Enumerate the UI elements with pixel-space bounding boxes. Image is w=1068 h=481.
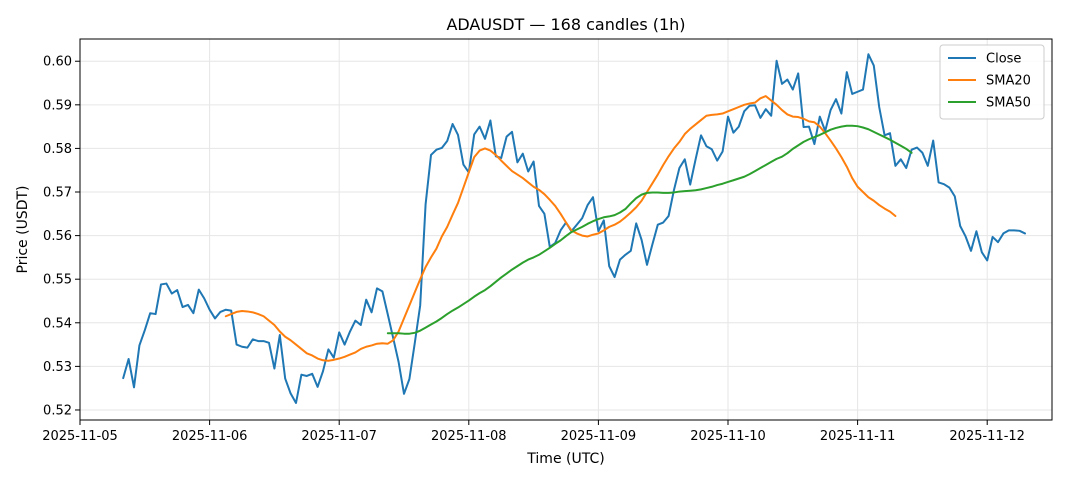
y-tick-label: 0.54 bbox=[43, 316, 72, 331]
plot-frame bbox=[79, 38, 1053, 421]
series-lines bbox=[122, 53, 1026, 404]
y-tick-label: 0.57 bbox=[43, 186, 72, 201]
legend: Close SMA20 SMA50 bbox=[939, 44, 1045, 120]
x-tick-label: 2025-11-10 bbox=[690, 429, 766, 444]
x-tick-label: 2025-11-06 bbox=[172, 429, 248, 444]
y-tick-label: 0.58 bbox=[43, 142, 72, 157]
x-tick-label: 2025-11-12 bbox=[949, 429, 1025, 444]
x-tick-label: 2025-11-08 bbox=[431, 429, 507, 444]
gridlines bbox=[79, 39, 1052, 420]
chart-title: ADAUSDT — 168 candles (1h) bbox=[446, 15, 685, 34]
y-axis-label: Price (USDT) bbox=[15, 186, 31, 274]
y-tick-label: 0.56 bbox=[43, 229, 72, 244]
legend-label-close: Close bbox=[986, 52, 1021, 67]
y-tick-label: 0.52 bbox=[43, 403, 72, 418]
y-tick-label: 0.55 bbox=[43, 273, 72, 288]
x-tick-label: 2025-11-09 bbox=[561, 429, 637, 444]
series-line-close bbox=[122, 53, 1026, 404]
y-tick-label: 0.60 bbox=[43, 55, 72, 70]
legend-label-sma20: SMA20 bbox=[986, 74, 1031, 89]
x-axis-label: Time (UTC) bbox=[526, 451, 604, 467]
x-tick-label: 2025-11-05 bbox=[42, 429, 118, 444]
y-tick-label: 0.59 bbox=[43, 98, 72, 113]
legend-box bbox=[939, 44, 1045, 120]
series-line-sma50 bbox=[386, 124, 913, 335]
x-tick-label: 2025-11-11 bbox=[820, 429, 896, 444]
x-tick-label: 2025-11-07 bbox=[301, 429, 377, 444]
series-line-sma20 bbox=[224, 95, 897, 362]
x-axis-ticks: 2025-11-05 2025-11-06 2025-11-07 2025-11-08… bbox=[42, 420, 1025, 444]
y-tick-label: 0.53 bbox=[43, 360, 72, 375]
y-axis-ticks: 0.52 0.53 0.54 0.55 0.56 0.57 0.58 0.59 0.60 bbox=[43, 55, 80, 418]
legend-label-sma50: SMA50 bbox=[986, 96, 1031, 111]
